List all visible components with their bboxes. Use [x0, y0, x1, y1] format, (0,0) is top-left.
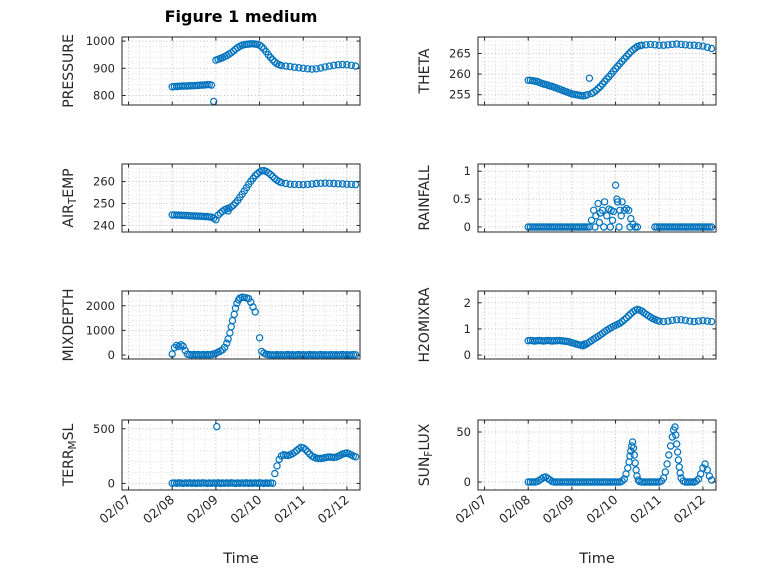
subplot-rainfall: 0 0.5 1 RAINFALL — [417, 163, 717, 234]
y-tick-label: 0 — [108, 476, 115, 490]
y-axis-label: H2OMIXRA — [417, 287, 433, 362]
y-axis-label: TERRMSL — [61, 423, 79, 487]
x-axis-label-right: Time — [579, 551, 615, 567]
x-tick-label: 02/12 — [671, 492, 708, 527]
y-tick-label: 0.5 — [453, 192, 471, 206]
x-tick-label: 02/07 — [96, 492, 133, 527]
y-axis-label: MIXDEPTH — [61, 289, 77, 362]
y-axis-label: PRESSURE — [61, 34, 77, 108]
x-tick-label: 02/07 — [452, 492, 489, 527]
series-markers — [168, 166, 360, 224]
y-tick-label: 0 — [108, 348, 115, 362]
figure-title: Figure 1 medium — [164, 7, 318, 26]
y-tick-label: 250 — [93, 196, 115, 210]
x-tick-label: 02/09 — [184, 492, 221, 527]
y-tick-label: 0 — [464, 348, 471, 362]
series-markers — [524, 181, 716, 231]
y-tick-label: 265 — [449, 46, 471, 60]
y-axis-label: THETA — [417, 48, 433, 94]
y-tick-label: 1000 — [86, 323, 115, 337]
y-tick-label: 255 — [449, 88, 471, 102]
subplot-h2omixra: 0 1 2 H2OMIXRA — [417, 287, 717, 363]
x-tick-label: 02/09 — [540, 492, 577, 527]
subplot-sun-flux: 0 50 02/07 02/08 02/09 02/10 02/11 02/12 SUNFLUX — [417, 419, 717, 527]
subplot-mixdepth: 0 1000 2000 MIXDEPTH — [61, 289, 361, 362]
y-tick-label: 2 — [464, 296, 471, 310]
x-tick-label: 02/11 — [271, 492, 308, 527]
x-tick-label: 02/12 — [315, 492, 352, 527]
subplot-air-temp: 240 250 260 AIRTEMP — [61, 163, 361, 233]
y-tick-label: 50 — [456, 425, 471, 439]
series-markers — [524, 40, 716, 100]
x-tick-label: 02/11 — [627, 492, 664, 527]
x-tick-label: 02/10 — [227, 492, 264, 527]
x-tick-label: 02/08 — [496, 492, 533, 527]
subplot-terr-msl: 0 500 02/07 02/08 02/09 02/10 02/11 02/12 TERRMS… — [61, 419, 361, 527]
y-tick-label: 240 — [93, 218, 115, 232]
series-markers — [168, 422, 360, 488]
subplot-theta: 255 260 265 THETA — [417, 36, 717, 106]
y-tick-label: 500 — [93, 422, 115, 436]
y-axis-label: RAINFALL — [417, 165, 433, 230]
y-axis-label: SUNFLUX — [417, 423, 435, 486]
y-tick-label: 2000 — [86, 299, 115, 313]
y-tick-label: 260 — [449, 67, 471, 81]
y-axis-label: AIRTEMP — [61, 168, 79, 227]
subplot-pressure: 800 900 1000 PRESSURE — [61, 34, 361, 108]
y-tick-label: 1 — [464, 322, 471, 336]
x-tick-label: 02/10 — [583, 492, 620, 527]
y-tick-label: 800 — [93, 88, 115, 102]
series-markers — [524, 305, 716, 350]
x-tick-label: 02/08 — [140, 492, 177, 527]
y-tick-label: 260 — [93, 175, 115, 189]
series-markers — [524, 423, 716, 486]
x-axis-label-left: Time — [223, 551, 259, 567]
series-markers — [168, 293, 360, 359]
series-markers — [168, 40, 360, 106]
y-tick-label: 1 — [464, 164, 471, 178]
y-tick-label: 0 — [464, 475, 471, 489]
y-tick-label: 900 — [93, 61, 115, 75]
y-tick-label: 1000 — [86, 34, 115, 48]
y-tick-label: 0 — [464, 220, 471, 234]
